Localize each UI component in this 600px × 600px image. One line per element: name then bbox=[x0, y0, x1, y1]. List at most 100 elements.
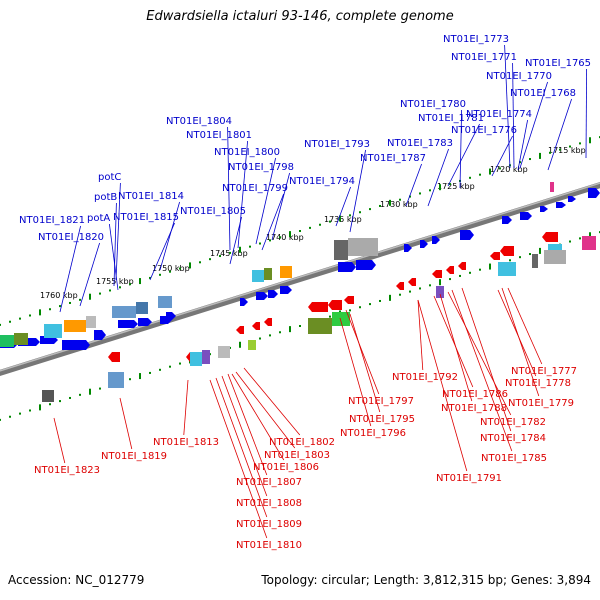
gene-label: NT01EI_1793 bbox=[304, 139, 370, 150]
kbp-tick-label: 1715 kbp bbox=[548, 146, 586, 155]
feature-block bbox=[42, 390, 54, 402]
reverse-gene-arrow bbox=[500, 246, 514, 256]
forward-gene-arrow bbox=[420, 240, 428, 248]
label-leader-line bbox=[349, 149, 366, 233]
minor-tick bbox=[229, 251, 231, 254]
gene-label: NT01EI_1799 bbox=[222, 183, 288, 194]
label-leader-line bbox=[439, 293, 473, 402]
feature-block bbox=[264, 268, 272, 280]
minor-tick bbox=[149, 371, 151, 374]
minor-tick bbox=[419, 287, 421, 290]
label-leader-line bbox=[433, 295, 474, 388]
major-tick bbox=[239, 246, 241, 253]
gene-label: NT01EI_1809 bbox=[236, 519, 302, 530]
minor-tick bbox=[129, 283, 131, 286]
minor-tick bbox=[269, 334, 271, 337]
minor-tick bbox=[469, 176, 471, 179]
minor-tick bbox=[409, 195, 411, 198]
forward-gene-arrow bbox=[118, 320, 138, 328]
label-leader-line bbox=[349, 313, 381, 413]
minor-tick bbox=[19, 317, 21, 320]
gene-label: NT01EI_1795 bbox=[349, 414, 415, 425]
feature-block bbox=[252, 270, 264, 282]
feature-block bbox=[332, 312, 350, 326]
minor-tick bbox=[299, 230, 301, 232]
minor-tick bbox=[359, 306, 361, 309]
gene-label: potB bbox=[94, 192, 117, 203]
gene-label: NT01EI_1813 bbox=[153, 437, 219, 448]
label-leader-line bbox=[221, 375, 268, 497]
minor-tick bbox=[379, 299, 381, 302]
label-leader-line bbox=[79, 242, 100, 307]
feature-block bbox=[548, 244, 562, 250]
major-tick bbox=[339, 215, 341, 222]
gene-label: NT01EI_1821 bbox=[19, 215, 85, 226]
accession-text: Accession: NC_012779 bbox=[8, 573, 145, 587]
feature-block bbox=[498, 262, 516, 276]
gene-label: NT01EI_1770 bbox=[486, 71, 552, 82]
gene-label: NT01EI_1768 bbox=[510, 88, 576, 99]
minor-tick bbox=[419, 192, 421, 195]
reverse-gene-arrow bbox=[328, 300, 342, 310]
major-tick bbox=[139, 373, 141, 380]
forward-gene-arrow bbox=[432, 236, 440, 244]
feature-block bbox=[190, 352, 202, 366]
forward-gene-arrow bbox=[520, 212, 532, 220]
gene-label: NT01EI_1773 bbox=[443, 34, 509, 45]
label-leader-line bbox=[237, 140, 248, 249]
reverse-gene-arrow bbox=[308, 302, 328, 312]
feature-block bbox=[158, 296, 172, 308]
major-tick bbox=[139, 278, 141, 285]
minor-tick bbox=[169, 365, 171, 368]
minor-tick bbox=[219, 255, 221, 258]
minor-tick bbox=[99, 387, 101, 390]
gene-label: potA bbox=[87, 213, 110, 224]
forward-gene-arrow bbox=[338, 262, 356, 272]
minor-tick bbox=[169, 270, 171, 273]
forward-gene-arrow bbox=[540, 206, 548, 212]
label-leader-line bbox=[115, 182, 121, 281]
minor-tick bbox=[259, 242, 261, 245]
minor-tick bbox=[69, 396, 71, 399]
feature-block bbox=[64, 320, 86, 332]
major-tick bbox=[489, 263, 491, 270]
kbp-tick-label: 1745 kbp bbox=[210, 249, 248, 258]
reverse-gene-arrow bbox=[542, 232, 558, 242]
gene-label: NT01EI_1785 bbox=[481, 453, 547, 464]
minor-tick bbox=[479, 173, 481, 176]
minor-tick bbox=[529, 253, 531, 256]
minor-tick bbox=[369, 208, 371, 211]
minor-tick bbox=[499, 167, 501, 170]
gene-label: NT01EI_1774 bbox=[466, 109, 532, 120]
major-tick bbox=[539, 247, 541, 254]
gene-label: potC bbox=[98, 172, 121, 183]
feature-block bbox=[86, 316, 96, 328]
label-leader-line bbox=[417, 299, 424, 371]
forward-gene-arrow bbox=[556, 202, 566, 208]
gene-label: NT01EI_1820 bbox=[38, 232, 104, 243]
minor-tick bbox=[349, 214, 351, 217]
kbp-tick-label: 1755 kbp bbox=[96, 277, 134, 286]
major-tick bbox=[439, 184, 441, 191]
minor-tick bbox=[379, 204, 381, 207]
label-leader-line bbox=[461, 287, 512, 432]
major-tick bbox=[89, 293, 91, 300]
reverse-gene-arrow bbox=[458, 262, 466, 270]
minor-tick bbox=[579, 237, 581, 240]
feature-block bbox=[218, 346, 230, 358]
minor-tick bbox=[99, 292, 101, 295]
label-leader-line bbox=[183, 379, 189, 436]
kbp-tick-label: 1725 kbp bbox=[437, 182, 475, 191]
minor-tick bbox=[209, 258, 211, 261]
minor-tick bbox=[359, 211, 361, 214]
minor-tick bbox=[569, 145, 571, 148]
label-leader-line bbox=[447, 123, 480, 187]
label-leader-line bbox=[405, 163, 422, 207]
minor-tick bbox=[369, 303, 371, 306]
gene-label: NT01EI_1780 bbox=[400, 99, 466, 110]
feature-block bbox=[308, 318, 332, 334]
reverse-gene-arrow bbox=[432, 270, 442, 278]
minor-tick bbox=[259, 337, 261, 340]
feature-block bbox=[532, 254, 538, 268]
forward-gene-arrow bbox=[62, 340, 90, 350]
